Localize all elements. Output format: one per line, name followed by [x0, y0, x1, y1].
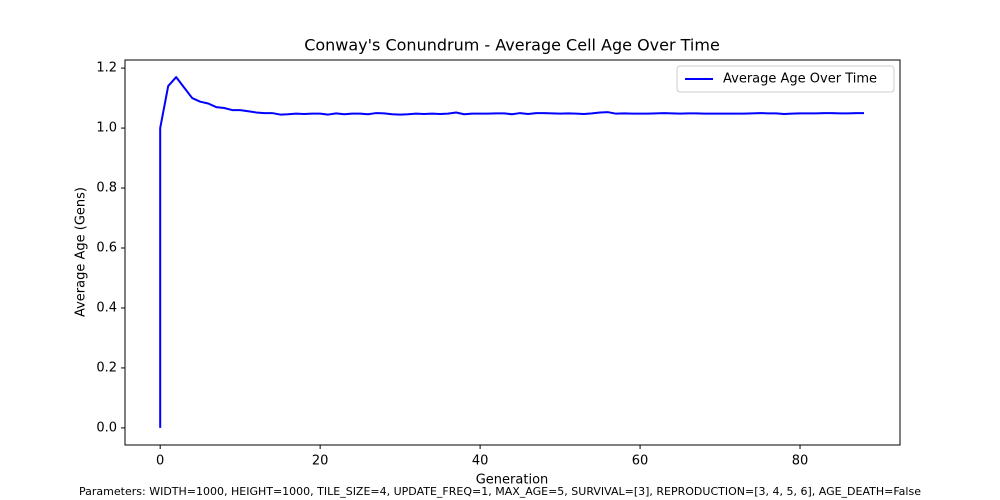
legend-label: Average Age Over Time [723, 72, 877, 87]
y-tick-label: 1.2 [96, 61, 117, 76]
plot-frame [124, 59, 901, 446]
footnote: Parameters: WIDTH=1000, HEIGHT=1000, TIL… [79, 485, 921, 498]
x-tick-label: 20 [312, 454, 329, 469]
x-axis-label: Generation [476, 473, 549, 488]
y-tick-label: 0.4 [96, 300, 117, 315]
y-tick-label: 0.6 [96, 241, 117, 256]
y-tick-label: 0.0 [96, 420, 117, 435]
y-tick-label: 1.0 [96, 121, 117, 136]
y-axis-label: Average Age (Gens) [74, 187, 89, 317]
y-tick-label: 0.2 [96, 360, 117, 375]
legend-box [676, 65, 895, 93]
data-line [159, 76, 865, 428]
x-tick-label: 60 [632, 454, 649, 469]
y-tick-label: 0.8 [96, 181, 117, 196]
x-tick-label: 40 [472, 454, 489, 469]
x-tick-label: 0 [156, 454, 164, 469]
chart-title: Conway's Conundrum - Average Cell Age Ov… [304, 36, 720, 55]
x-tick-label: 80 [792, 454, 809, 469]
